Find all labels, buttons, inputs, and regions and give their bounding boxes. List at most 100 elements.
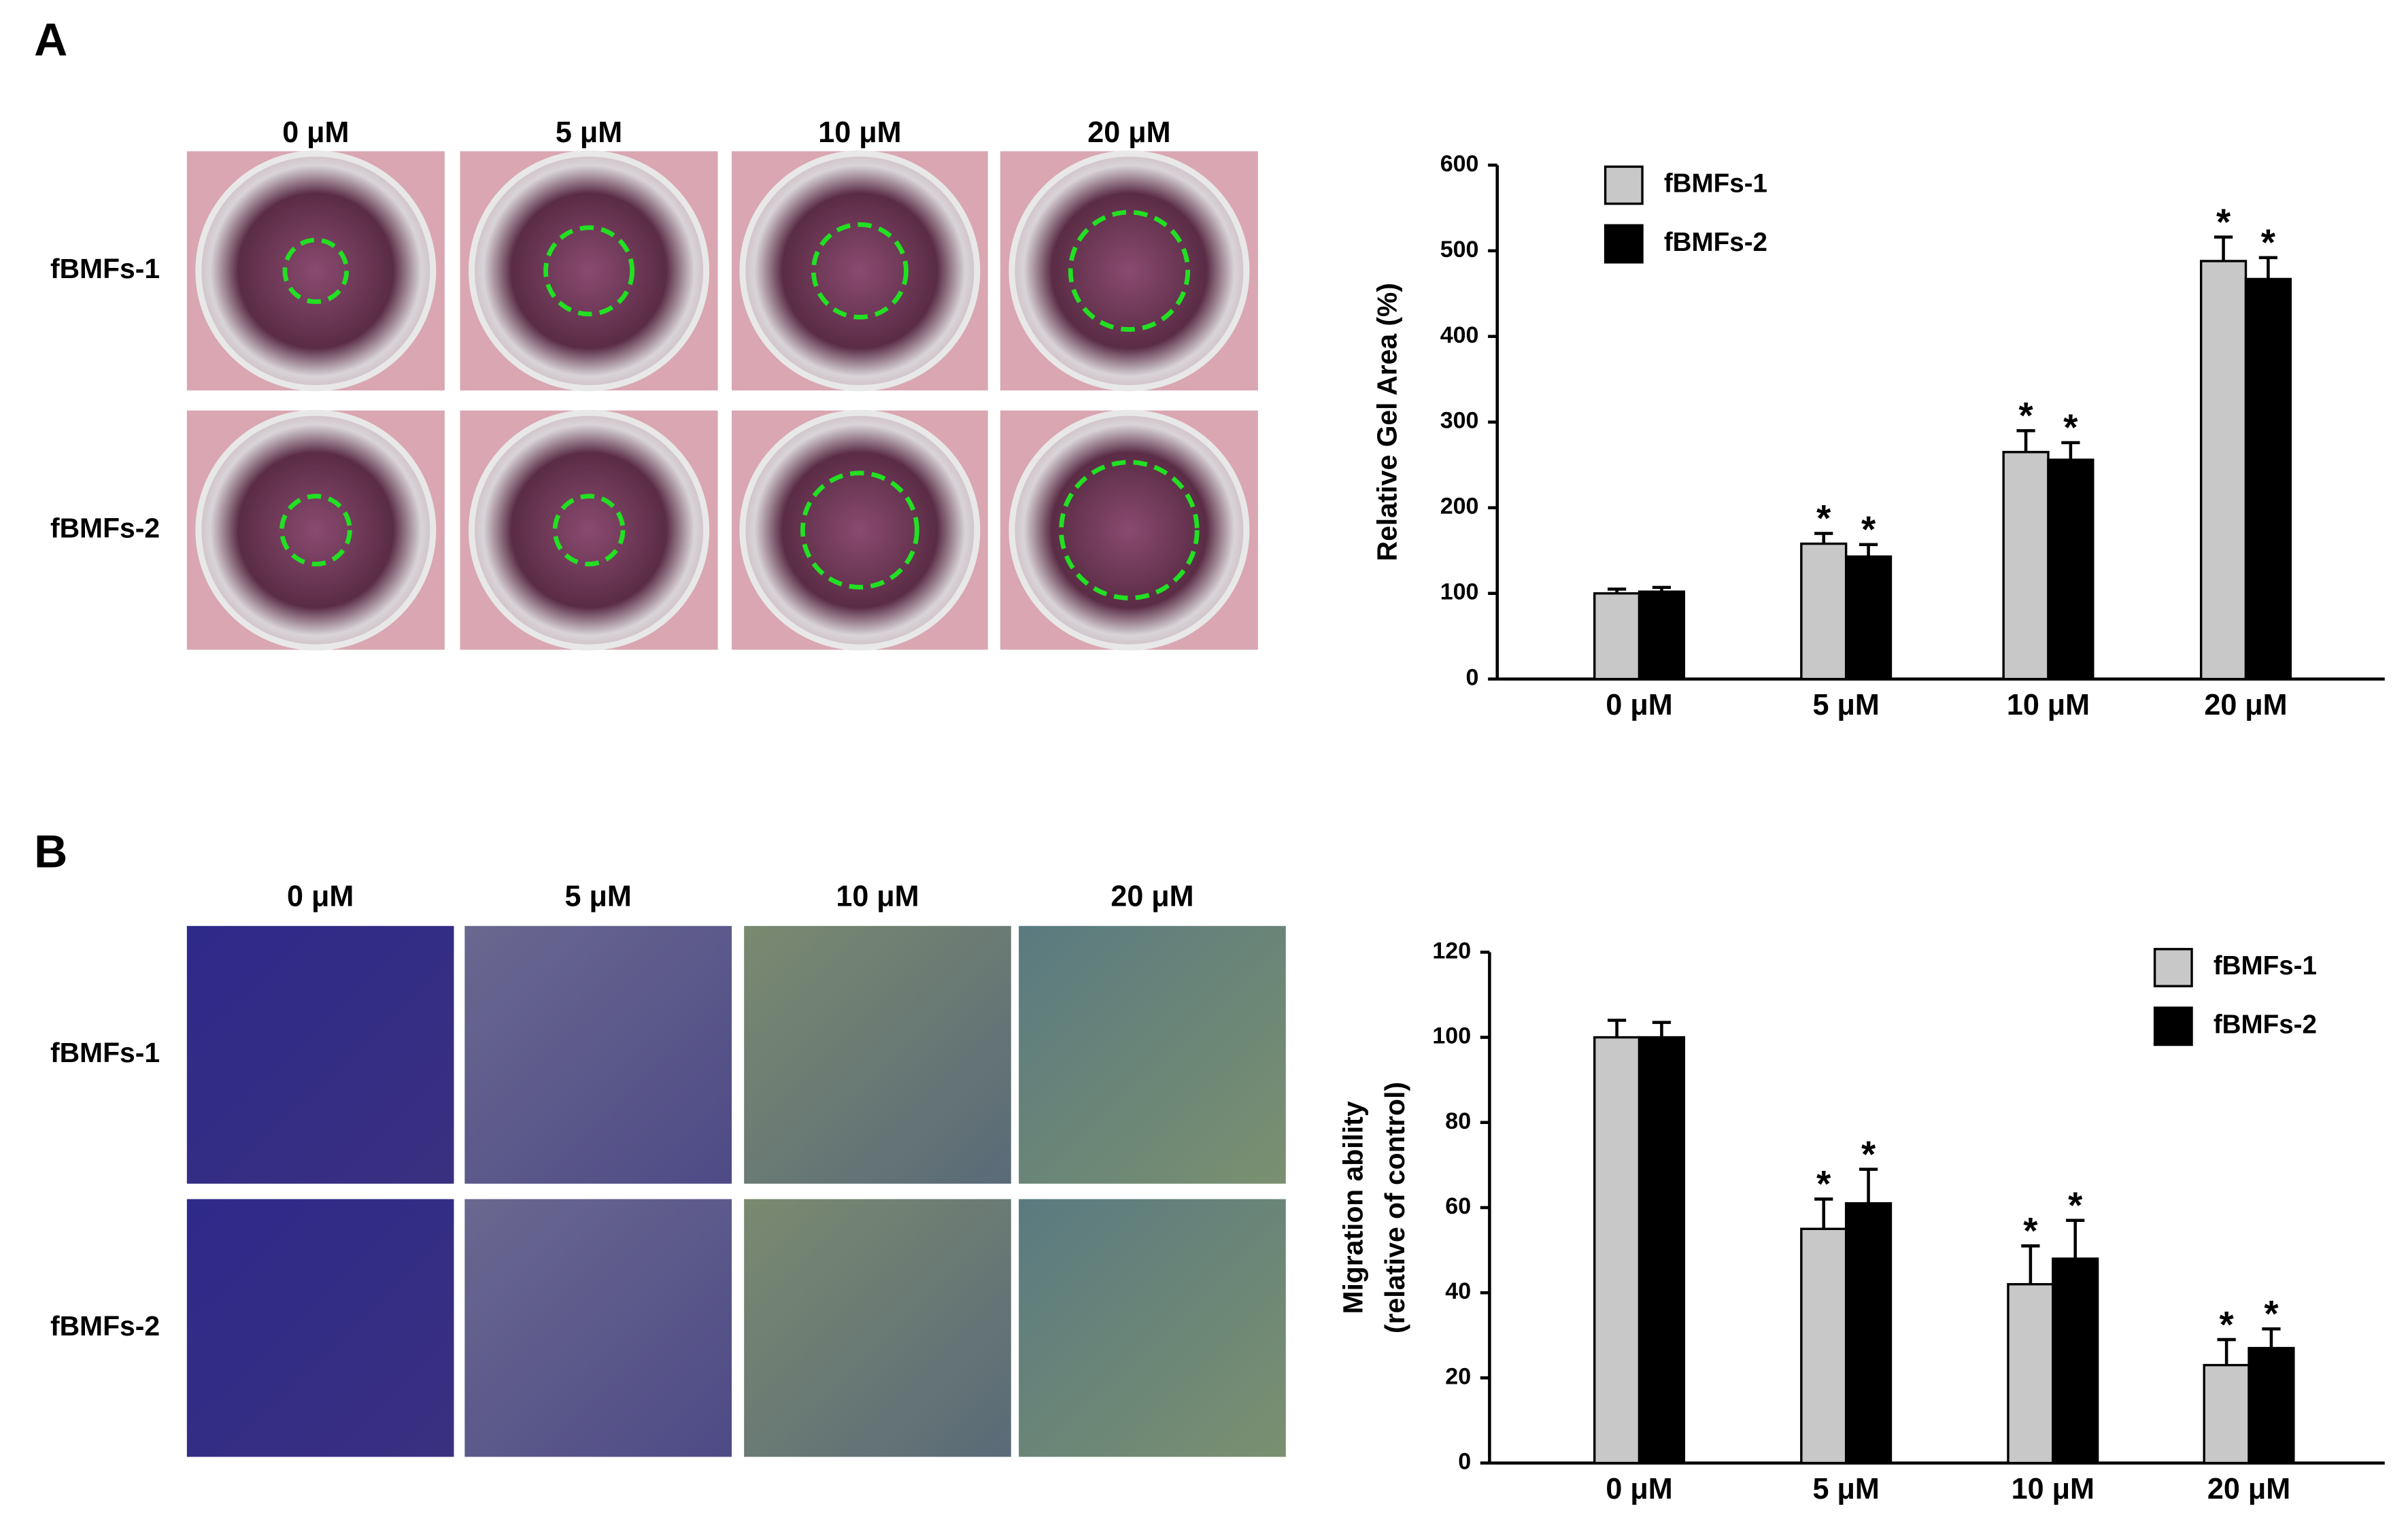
y-tick-label: 40	[1445, 1278, 1471, 1304]
y-axis-label: (relative of control)	[1379, 1082, 1410, 1333]
significance-marker: *	[2220, 1303, 2235, 1345]
significance-marker: *	[2264, 1293, 2279, 1335]
transwell-photo	[186, 1199, 454, 1457]
x-tick-label: 10 μM	[2012, 1473, 2095, 1505]
significance-marker: *	[2261, 222, 2276, 263]
column-label: 10 μM	[836, 880, 919, 913]
gel-outline	[552, 494, 626, 566]
y-tick-label: 80	[1445, 1108, 1471, 1134]
gel-outline	[811, 222, 909, 320]
bar	[2244, 277, 2292, 681]
transwell-photo	[1019, 1199, 1286, 1457]
bar	[2002, 451, 2050, 681]
column-label: 20 μM	[1110, 880, 1193, 913]
bar	[1844, 1202, 1893, 1465]
transwell-photo	[1019, 925, 1286, 1184]
y-tick-label: 20	[1445, 1363, 1471, 1389]
significance-marker: *	[1816, 498, 1831, 539]
significance-marker: *	[2216, 201, 2231, 243]
gel-outline	[282, 237, 350, 305]
x-tick-label: 0 μM	[1606, 689, 1672, 721]
bar	[1638, 1036, 1686, 1465]
well	[1008, 150, 1250, 392]
gel-outline	[1068, 209, 1191, 332]
transwell-photo	[186, 925, 454, 1184]
y-tick-label: 0	[1458, 1449, 1471, 1475]
y-tick-label: 400	[1440, 322, 1479, 348]
panel-label: A	[34, 14, 67, 66]
column-label: 10 μM	[818, 116, 901, 149]
legend-swatch	[1604, 224, 1644, 264]
panel-label: B	[34, 825, 67, 877]
well	[1008, 409, 1250, 651]
significance-marker: *	[2023, 1210, 2038, 1252]
column-label: 5 μM	[565, 880, 632, 913]
bar	[1593, 1036, 1641, 1465]
y-tick-label: 200	[1440, 494, 1479, 519]
well	[195, 409, 437, 651]
legend-swatch	[2153, 948, 2193, 987]
gel-outline	[279, 494, 352, 566]
significance-marker: *	[2018, 395, 2033, 437]
transwell-photo	[744, 925, 1011, 1184]
well	[469, 150, 710, 392]
bar	[2248, 1346, 2295, 1465]
legend-swatch	[2153, 1006, 2193, 1046]
gel-outline	[1059, 460, 1200, 600]
well	[469, 409, 710, 651]
significance-marker: *	[1816, 1163, 1831, 1205]
significance-marker: *	[2068, 1184, 2083, 1226]
column-label: 0 μM	[287, 880, 354, 913]
gel-outline	[800, 471, 919, 590]
legend-label: fBMFs-2	[1664, 228, 1767, 257]
x-tick-label: 0 μM	[1606, 1473, 1672, 1505]
column-label: 0 μM	[282, 116, 349, 149]
y-tick-label: 100	[1440, 579, 1479, 605]
significance-marker: *	[1861, 509, 1876, 550]
x-tick-label: 5 μM	[1813, 689, 1880, 721]
transwell-photo	[744, 1199, 1011, 1457]
column-label: 20 μM	[1087, 116, 1170, 149]
y-axis-label: Relative Gel Area (%)	[1372, 283, 1403, 561]
bar	[1638, 590, 1686, 681]
y-axis-label: Migration ability	[1338, 1101, 1369, 1314]
row-label: fBMFs-1	[50, 1037, 160, 1068]
y-tick-label: 60	[1445, 1193, 1471, 1219]
x-tick-label: 20 μM	[2204, 689, 2287, 721]
bar	[2052, 1257, 2099, 1465]
bar	[1800, 1227, 1848, 1465]
bar	[1844, 555, 1893, 681]
legend-label: fBMFs-1	[2214, 951, 2317, 981]
x-tick-label: 10 μM	[2007, 689, 2090, 721]
bar	[2047, 458, 2095, 681]
well	[739, 150, 981, 392]
y-tick-label: 600	[1440, 151, 1479, 177]
bar	[2203, 1363, 2250, 1465]
well	[739, 409, 981, 651]
legend-label: fBMFs-1	[1664, 169, 1767, 199]
gel-outline	[543, 225, 635, 317]
row-label: fBMFs-1	[50, 253, 160, 284]
bar	[2199, 260, 2248, 681]
row-label: fBMFs-2	[50, 512, 160, 543]
column-label: 5 μM	[556, 116, 622, 149]
bar	[1593, 592, 1641, 681]
legend-label: fBMFs-2	[2214, 1010, 2317, 1039]
y-tick-label: 500	[1440, 237, 1479, 262]
significance-marker: *	[2063, 407, 2078, 448]
transwell-photo	[464, 1199, 732, 1457]
y-tick-label: 300	[1440, 408, 1479, 434]
bar	[2007, 1282, 2054, 1465]
transwell-photo	[464, 925, 732, 1184]
legend-swatch	[1604, 165, 1644, 205]
significance-marker: *	[1861, 1134, 1876, 1175]
y-tick-label: 0	[1466, 665, 1479, 691]
x-tick-label: 20 μM	[2207, 1473, 2290, 1505]
row-label: fBMFs-2	[50, 1310, 160, 1342]
bar	[1800, 542, 1848, 681]
x-tick-label: 5 μM	[1813, 1473, 1880, 1505]
well	[195, 150, 437, 392]
y-tick-label: 120	[1432, 938, 1471, 964]
